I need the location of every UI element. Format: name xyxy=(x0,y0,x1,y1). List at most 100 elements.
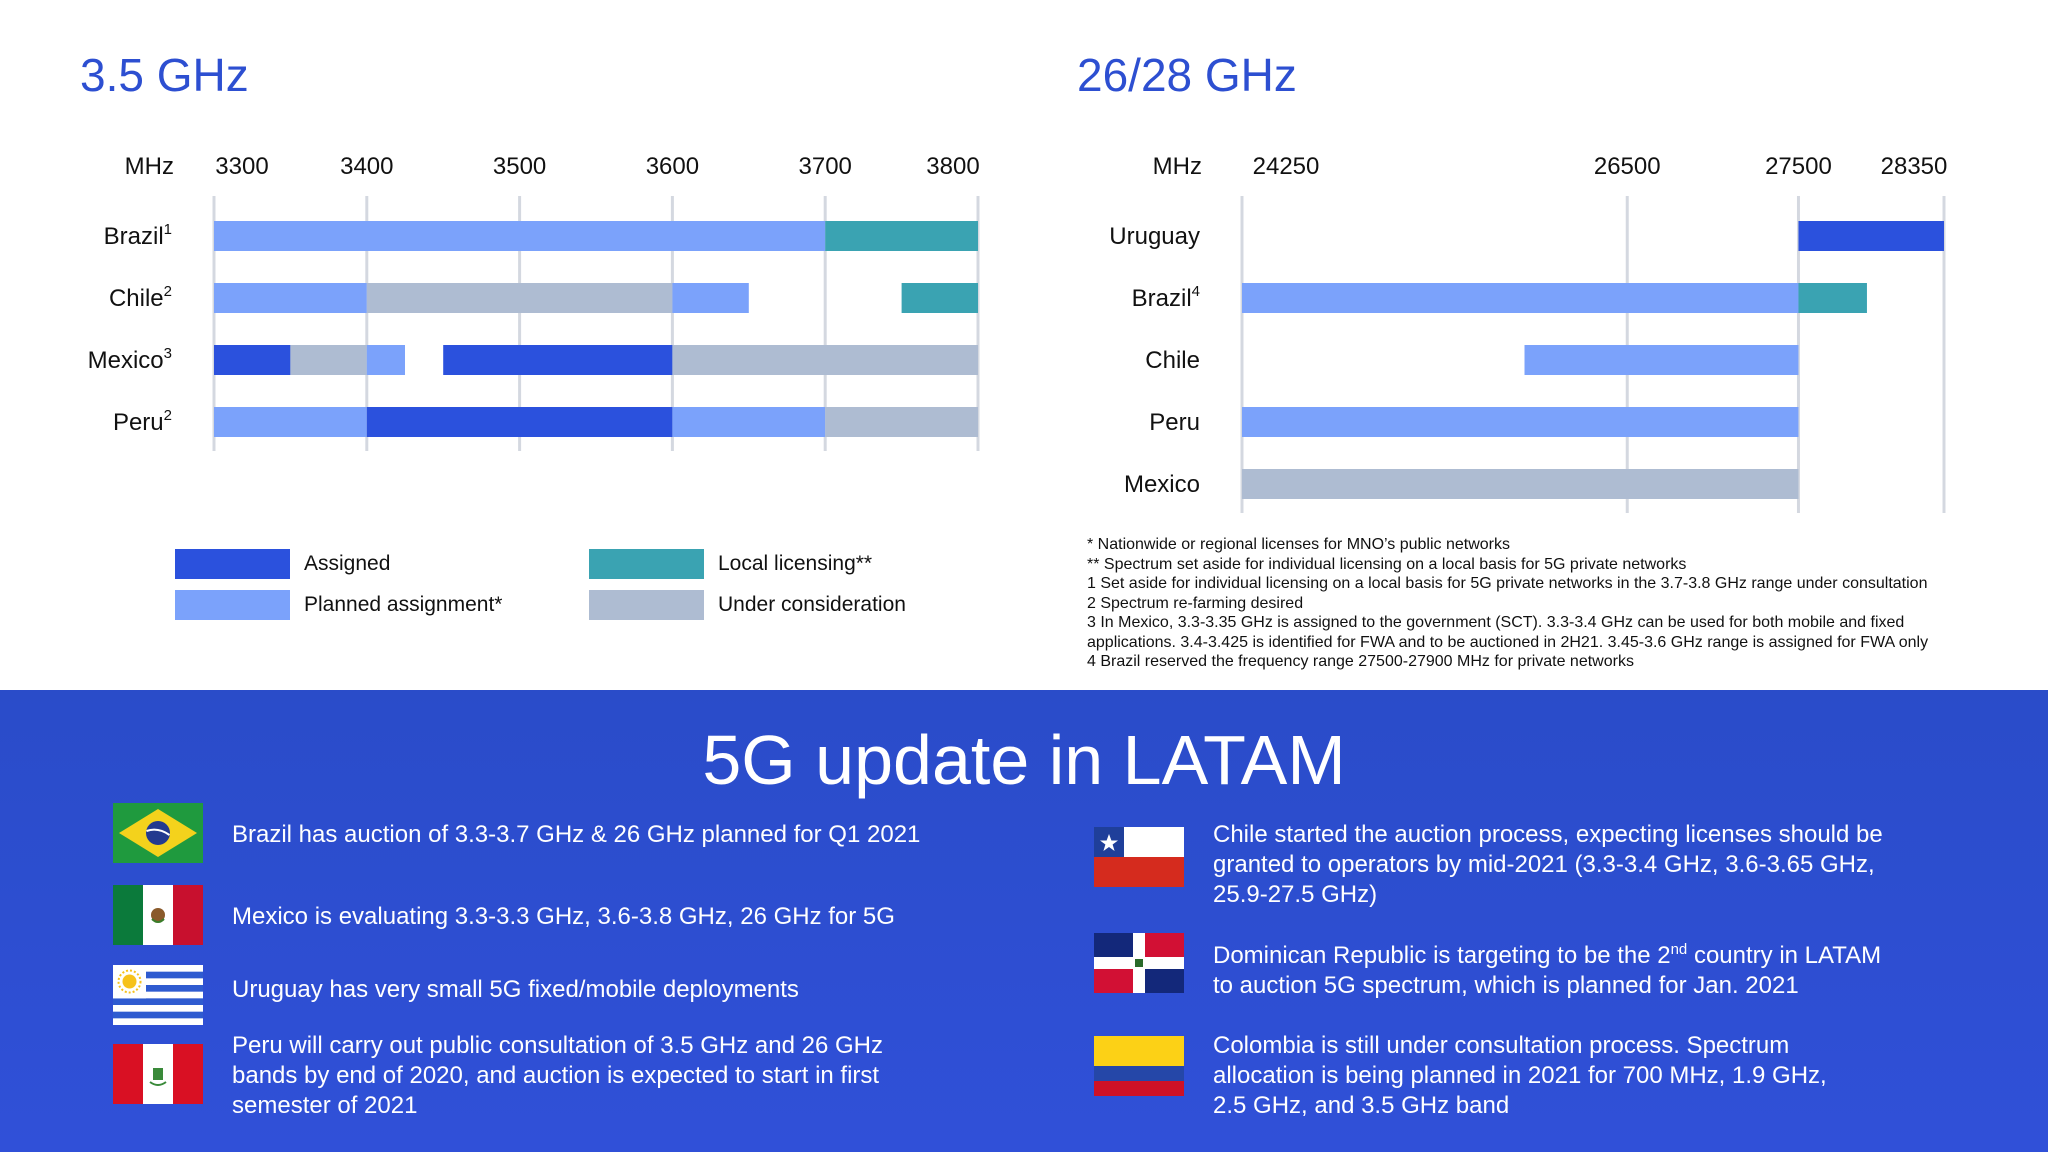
legend-swatch-under xyxy=(589,590,704,620)
legend-swatch-local xyxy=(589,549,704,579)
chart-26-28ghz: MHz 24250 26500 27500 28350 Uruguay Brazil4 Chi… xyxy=(1109,153,1948,513)
tick-label: 3300 xyxy=(215,153,268,180)
row-label: Mexico3 xyxy=(88,345,172,374)
bar-segment-planned xyxy=(214,283,367,313)
row-label: Mexico xyxy=(1124,471,1200,498)
top-panel: 3.5 GHz 26/28 GHz MHz 3300 3400 3500 3600 370… xyxy=(80,49,2027,672)
dominican-republic-flag xyxy=(1094,933,1184,993)
bottom-panel xyxy=(0,690,2048,1152)
news-uruguay: Uruguay has very small 5G fixed/mobile d… xyxy=(232,975,799,1005)
tick-label: 26500 xyxy=(1594,153,1661,180)
bar-segment-assigned xyxy=(443,345,673,375)
row-label-sup: 4 xyxy=(1192,283,1200,300)
news-line: Mexico is evaluating 3.3-3.3 GHz, 3.6-3.… xyxy=(232,903,895,930)
footnote: 2 Spectrum re-farming desired xyxy=(1087,594,1304,612)
news-brazil: Brazil has auction of 3.3-3.7 GHz & 26 G… xyxy=(232,820,920,850)
row-label-name: Brazil xyxy=(1132,285,1192,312)
row-label: Brazil4 xyxy=(1132,283,1200,312)
row-label-name: Mexico xyxy=(1124,471,1200,498)
footnote: * Nationwide or regional licenses for MN… xyxy=(1087,536,1510,553)
row-label: Uruguay xyxy=(1109,223,1200,250)
legend-under: Under consideration xyxy=(589,590,906,620)
row-label-sup: 3 xyxy=(164,345,172,362)
row-label: Peru2 xyxy=(113,407,172,436)
mexico-flag xyxy=(113,885,203,945)
news-line: Brazil has auction of 3.3-3.7 GHz & 26 G… xyxy=(232,821,921,848)
bar-segment-local xyxy=(901,283,978,313)
tick-label: 3400 xyxy=(340,153,393,180)
superscript: nd xyxy=(1670,941,1688,958)
chart-3-5ghz: MHz 3300 3400 3500 3600 3700 3800Brazil1Chile2… xyxy=(88,153,980,451)
bar-segment-under xyxy=(672,345,978,375)
row-label: Chile2 xyxy=(109,283,172,312)
peru-flag xyxy=(113,1044,203,1104)
news-line: Colombia is still under consultation pro… xyxy=(1213,1032,1790,1059)
row-label-sup: 1 xyxy=(164,221,172,238)
legend-label-under: Under consideration xyxy=(718,593,906,616)
chart-title-26-28ghz: 26/28 GHz xyxy=(1077,49,1297,101)
bar-segment-planned xyxy=(1242,283,1799,313)
legend-label-planned: Planned assignment* xyxy=(304,593,503,616)
legend-assigned: Assigned xyxy=(175,549,390,579)
legend-local: Local licensing** xyxy=(589,549,872,579)
tick-label: 24250 xyxy=(1253,153,1320,180)
news-line: allocation is being planned in 2021 for … xyxy=(1213,1062,1827,1089)
news-chile: Chile started the auction process, expec… xyxy=(1213,820,1883,910)
row-label-name: Mexico xyxy=(88,347,164,374)
row-label: Peru xyxy=(1149,409,1200,436)
news-line: 25.9-27.5 GHz) xyxy=(1213,881,1378,908)
tick-label: 3800 xyxy=(926,153,979,180)
row-label-name: Chile xyxy=(109,285,164,312)
tick-label: 28350 xyxy=(1881,153,1948,180)
news-peru: Peru will carry out public consultation … xyxy=(232,1031,883,1121)
legend-label-assigned: Assigned xyxy=(304,552,391,575)
footnotes: * Nationwide or regional licenses for MN… xyxy=(1087,535,2027,672)
tick-label: 3600 xyxy=(646,153,699,180)
bar-segment-planned xyxy=(672,407,826,437)
bar-segment-under xyxy=(1242,469,1799,499)
colombia-flag xyxy=(1094,1036,1184,1096)
news-mexico: Mexico is evaluating 3.3-3.3 GHz, 3.6-3.… xyxy=(232,902,895,932)
row-label-sup: 2 xyxy=(164,407,172,424)
row-label-sup: 2 xyxy=(164,283,172,300)
news-line-part: country in LATAM xyxy=(1687,942,1882,969)
bar-segment-under xyxy=(825,407,978,437)
brazil-flag xyxy=(113,803,203,863)
news-line: Dominican Republic is targeting to be th… xyxy=(1213,941,1882,969)
tick-label: 27500 xyxy=(1765,153,1832,180)
uruguay-flag xyxy=(113,965,203,1025)
bar-segment-local xyxy=(1798,283,1867,313)
bar-segment-assigned xyxy=(1798,221,1944,251)
news-dominican-republic: Dominican Republic is targeting to be th… xyxy=(1213,935,1881,1001)
footnote: ** Spectrum set aside for individual lic… xyxy=(1087,555,1687,573)
news-line: 2.5 GHz, and 3.5 GHz band xyxy=(1213,1092,1510,1119)
row-label-name: Uruguay xyxy=(1109,223,1200,250)
legend-swatch-planned xyxy=(175,590,290,620)
news-colombia: Colombia is still under consultation pro… xyxy=(1213,1031,1827,1121)
footnote: 3 In Mexico, 3.3-3.35 GHz is assigned to… xyxy=(1087,614,1905,631)
bottom-title: 5G update in LATAM xyxy=(702,721,1346,799)
row-label-name: Peru xyxy=(1149,409,1200,436)
footnote: 4 Brazil reserved the frequency range 27… xyxy=(1087,653,1634,670)
news-line-part: Dominican Republic is targeting to be th… xyxy=(1213,942,1671,969)
bar-segment-planned xyxy=(214,407,367,437)
bar-segment-under xyxy=(366,283,673,313)
bar-segment-local xyxy=(825,221,978,251)
news-line: to auction 5G spectrum, which is planned… xyxy=(1213,972,1799,999)
chart-title-3-5ghz: 3.5 GHz xyxy=(80,49,249,101)
footnote: 1 Set aside for individual licensing on … xyxy=(1087,575,1928,592)
news-line: Peru will carry out public consultation … xyxy=(232,1032,883,1059)
bar-segment-planned xyxy=(1242,407,1799,437)
legend-swatch-assigned xyxy=(175,549,290,579)
bar-segment-planned xyxy=(1524,345,1799,375)
bar-segment-assigned xyxy=(214,345,291,375)
news-line: Uruguay has very small 5G fixed/mobile d… xyxy=(232,976,799,1003)
bar-segment-planned xyxy=(366,345,405,375)
news-line: semester of 2021 xyxy=(232,1092,418,1119)
row-label-name: Chile xyxy=(1145,347,1200,374)
row-label-name: Brazil xyxy=(104,223,164,250)
axis-unit-label: MHz xyxy=(125,153,174,180)
news-line: granted to operators by mid-2021 (3.3-3.… xyxy=(1213,851,1875,878)
bar-segment-planned xyxy=(214,221,826,251)
footnote: applications. 3.4-3.425 is identified fo… xyxy=(1087,633,1929,651)
